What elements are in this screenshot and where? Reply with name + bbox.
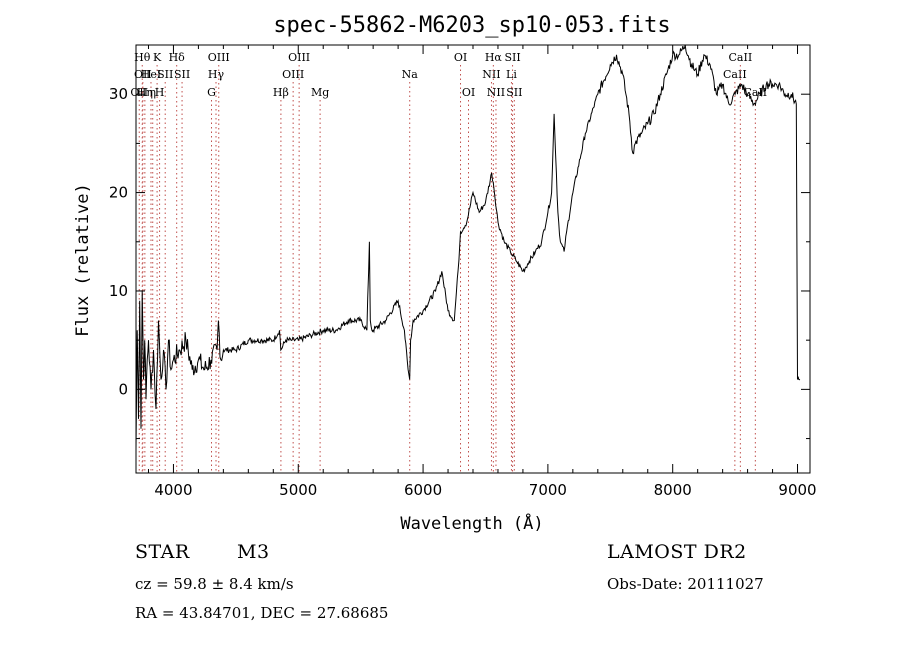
- axis-ticks: 4000 5000 6000 7000 8000 9000 0 10 20 30: [109, 44, 817, 499]
- line-label: OIII: [282, 68, 304, 81]
- chart-title: spec-55862-M6203_sp10-053.fits: [273, 13, 670, 38]
- redshift-value: cz = 59.8 ± 8.4 km/s: [135, 575, 294, 593]
- line-label: η: [149, 86, 156, 99]
- line-label: Li: [506, 68, 517, 81]
- line-label: OI: [454, 51, 467, 64]
- line-label: K: [153, 51, 162, 64]
- spectrum-line: [135, 44, 801, 449]
- line-label: OIII: [288, 51, 310, 64]
- object-subclass: M3: [237, 541, 270, 563]
- line-label: Hθ: [134, 51, 151, 64]
- line-label: SII: [506, 86, 522, 99]
- x-tick-label: 6000: [404, 481, 442, 499]
- line-label: CaII: [729, 51, 753, 64]
- line-label: Hη: [137, 86, 153, 99]
- x-tick-label: 7000: [529, 481, 567, 499]
- x-tick-label: 4000: [154, 481, 192, 499]
- line-label: HeI: [141, 68, 161, 81]
- line-label: OI: [462, 86, 475, 99]
- line-label: SII: [504, 51, 520, 64]
- x-tick-label: 5000: [279, 481, 317, 499]
- object-class: STAR: [135, 541, 190, 563]
- survey-name: LAMOST DR2: [607, 541, 747, 563]
- line-label: Hα: [485, 51, 503, 64]
- y-tick-label: 20: [109, 184, 128, 202]
- observation-date: Obs-Date: 20111027: [607, 575, 764, 593]
- coordinates: RA = 43.84701, DEC = 27.68685: [135, 604, 389, 622]
- line-label: Na: [402, 68, 419, 81]
- x-tick-label: 8000: [654, 481, 692, 499]
- line-label: NII: [487, 86, 505, 99]
- line-label: Hδ: [169, 51, 186, 64]
- line-label: OII: [130, 86, 148, 99]
- line-label: NII: [482, 68, 500, 81]
- y-tick-label: 30: [109, 85, 128, 103]
- line-label: CaII: [723, 68, 747, 81]
- line-label: SII: [157, 68, 173, 81]
- line-label: OIII: [208, 51, 230, 64]
- line-label: G: [207, 86, 216, 99]
- spectral-line-markers: OIIHθOIIHηHeIηKHSIIHδSIIGHγOIIIHβOIIIOII…: [130, 51, 767, 473]
- line-label: SII: [174, 68, 190, 81]
- line-label: H: [155, 86, 165, 99]
- x-axis-label: Wavelength (Å): [400, 512, 543, 534]
- y-tick-label: 10: [109, 282, 128, 300]
- y-axis-label: Flux (relative): [73, 183, 93, 337]
- plot-frame: [135, 44, 811, 474]
- line-label: Hβ: [273, 86, 289, 99]
- y-tick-label: 0: [118, 380, 128, 398]
- x-tick-label: 9000: [778, 481, 816, 499]
- line-label: Hγ: [208, 68, 225, 81]
- line-label: Mg: [311, 86, 329, 99]
- line-label: OII: [134, 68, 152, 81]
